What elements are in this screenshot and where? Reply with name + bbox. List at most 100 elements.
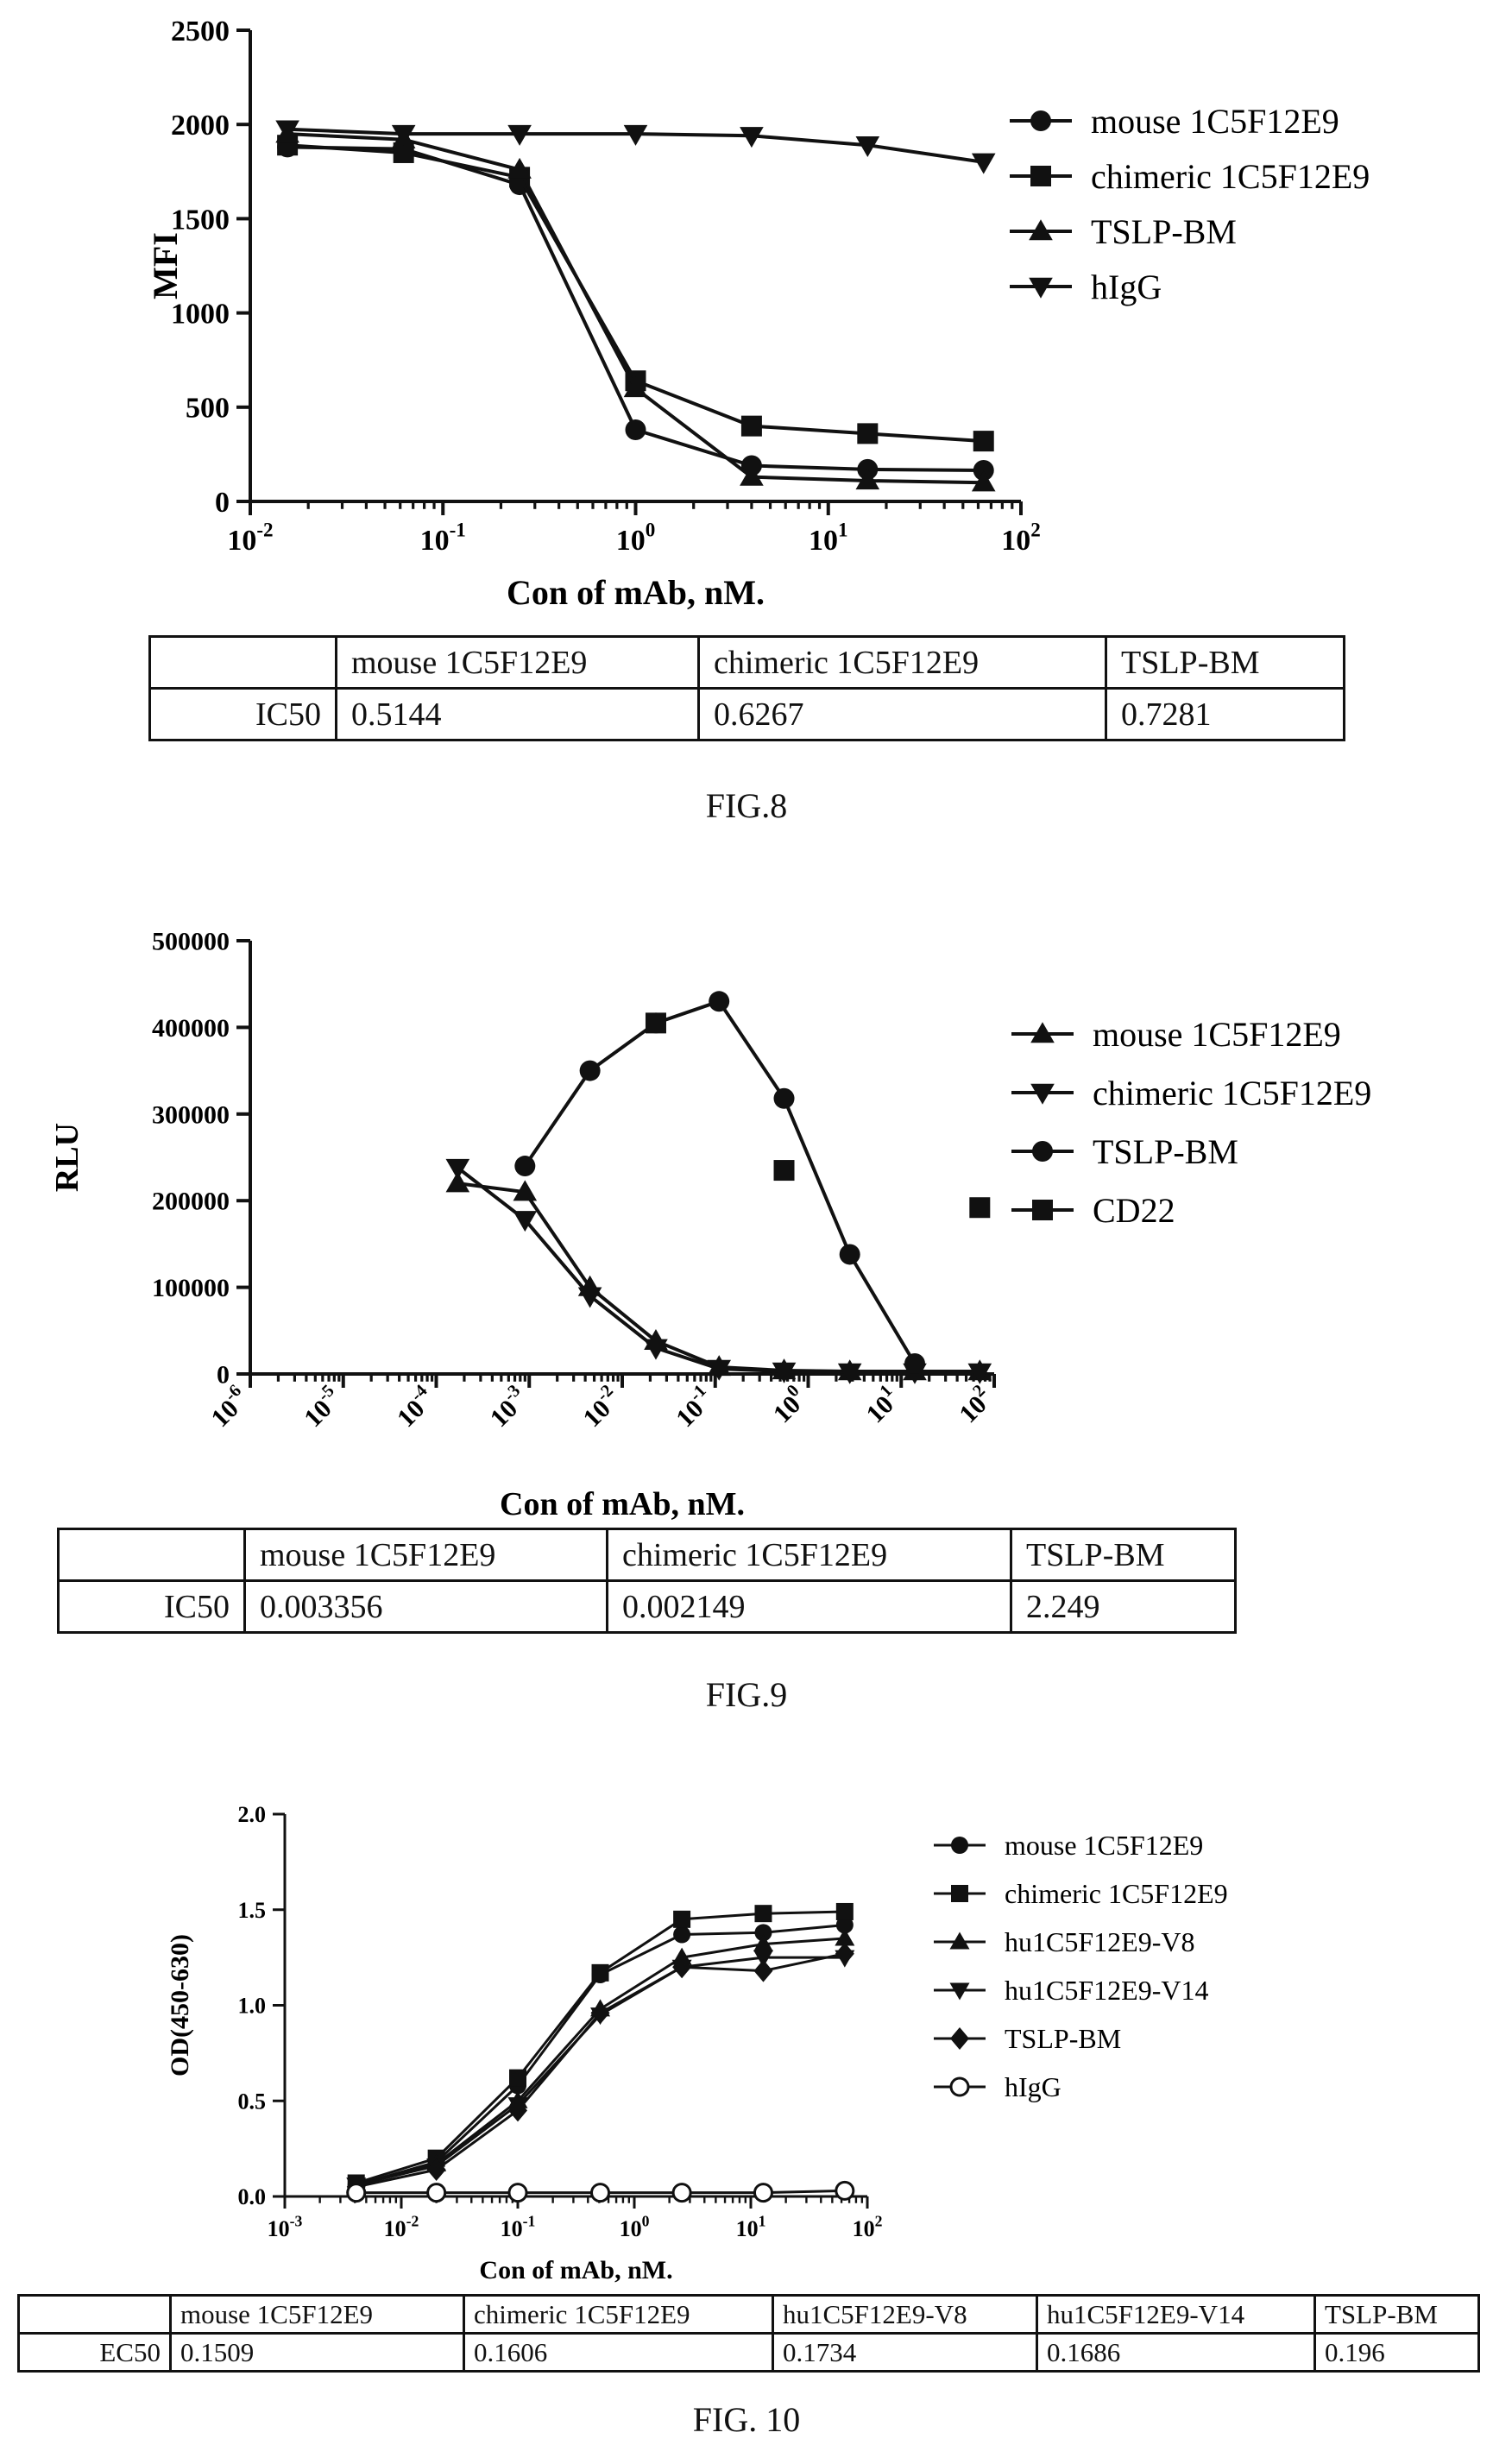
- data-point: [623, 124, 648, 146]
- data-point: [740, 464, 764, 486]
- data-point: [507, 124, 532, 146]
- data-point: [973, 431, 994, 452]
- fig10-chart: 0.0 0.5 1.0 1.5 2.0 10-3 10-2 10-1 100 101 102 Con …: [166, 1802, 1228, 2284]
- data-point: [754, 1924, 772, 1942]
- x-tick-label: 10-2: [575, 1381, 627, 1433]
- legend-item: chimeric 1C5F12E9: [934, 1878, 1228, 1909]
- legend-label: hIgG: [1091, 268, 1162, 306]
- x-tick-label: 102: [853, 2212, 883, 2241]
- x-axis-label: Con of mAb, nM.: [507, 573, 765, 612]
- legend-marker: [951, 1837, 968, 1854]
- figure-9: 0 100000 200000 300000 400000 500000 10-6 10-5 1…: [0, 906, 1493, 1743]
- fig9-caption: FIG.9: [705, 1675, 788, 1714]
- y-tick-label: 1500: [171, 204, 230, 236]
- legend-item: TSLP-BM: [934, 2023, 1121, 2054]
- x-axis-label: Con of mAb, nM.: [500, 1486, 745, 1522]
- x-tick-label: 10-2: [227, 520, 273, 557]
- x-tick-label: 101: [736, 2212, 766, 2241]
- data-point: [857, 423, 879, 444]
- data-point: [672, 1956, 692, 1979]
- x-tick-label: 100: [616, 520, 656, 557]
- legend-label: mouse 1C5F12E9: [1005, 1830, 1203, 1861]
- legend-label: hIgG: [1005, 2071, 1061, 2102]
- x-tick-label: 10-6: [203, 1381, 255, 1433]
- data-point: [673, 1910, 691, 1928]
- table-header-cell: hu1C5F12E9-V8: [772, 2294, 1038, 2335]
- data-point: [904, 1352, 925, 1374]
- table-cell: 0.5144: [335, 687, 700, 741]
- table-header-cell: mouse 1C5F12E9: [335, 635, 700, 690]
- data-point: [855, 136, 880, 158]
- data-point: [644, 1339, 668, 1360]
- data-point: [346, 2183, 367, 2203]
- table-row: EC50 0.1509 0.1606 0.1734 0.1686 0.196: [17, 2332, 1480, 2373]
- legend-marker: [949, 1982, 970, 2001]
- data-point: [753, 1959, 773, 1982]
- legend-item: hu1C5F12E9-V8: [934, 1926, 1194, 1957]
- fig8-ic50-table: mouse 1C5F12E9 chimeric 1C5F12E9 TSLP-BM…: [148, 635, 1345, 741]
- y-tick-label: 0: [215, 487, 230, 519]
- figure-10: 0.0 0.5 1.0 1.5 2.0 10-3 10-2 10-1 100 101 102 Con …: [0, 1778, 1493, 2464]
- y-tick-label: 0.0: [238, 2184, 267, 2209]
- table-header-cell: [57, 1528, 246, 1582]
- legend-label: mouse 1C5F12E9: [1093, 1015, 1341, 1054]
- table-header-cell: TSLP-BM: [1010, 1528, 1237, 1582]
- x-axis-label: Con of mAb, nM.: [479, 2256, 672, 2284]
- legend-label: chimeric 1C5F12E9: [1093, 1074, 1371, 1112]
- data-point: [772, 1362, 797, 1383]
- legend-item: hIgG: [934, 2071, 1061, 2102]
- legend-item: chimeric 1C5F12E9: [1011, 1074, 1371, 1112]
- data-point: [709, 991, 730, 1012]
- data-point: [740, 415, 762, 437]
- legend-label: mouse 1C5F12E9: [1091, 102, 1339, 141]
- data-point: [590, 2001, 610, 2025]
- legend-marker: [1032, 1200, 1053, 1220]
- data-point: [391, 124, 416, 146]
- data-point: [969, 1197, 991, 1219]
- series-line: [523, 999, 917, 1365]
- x-tick-label: 100: [765, 1381, 813, 1428]
- table-header-cell: chimeric 1C5F12E9: [697, 635, 1107, 690]
- table-cell: 2.249: [1010, 1579, 1237, 1634]
- legend-marker: [951, 1885, 968, 1902]
- series-mouse-1c5f12e9: [445, 1171, 992, 1381]
- legend-label: chimeric 1C5F12E9: [1005, 1878, 1228, 1909]
- y-tick-label: 1000: [171, 299, 230, 331]
- series-tslp-bm: [346, 1942, 854, 2198]
- x-tick-label: 10-2: [384, 2212, 419, 2241]
- y-tick-label: 500000: [152, 928, 230, 956]
- series-mouse-1c5f12e9: [277, 136, 994, 481]
- table-row: IC50 0.003356 0.002149 2.249: [57, 1579, 1237, 1634]
- legend-item: hu1C5F12E9-V14: [934, 1975, 1208, 2006]
- legend-marker: [1030, 166, 1051, 186]
- data-point: [971, 470, 996, 492]
- y-tick-label: 200000: [152, 1188, 230, 1216]
- data-point: [740, 127, 764, 148]
- data-point: [513, 1211, 538, 1232]
- y-tick-label: 2500: [171, 16, 230, 47]
- y-tick-label: 500: [186, 393, 230, 425]
- series-higg: [275, 120, 996, 174]
- data-point: [835, 1928, 855, 1946]
- data-point: [673, 1925, 691, 1944]
- series-tslp-bm: [514, 991, 925, 1374]
- legend-label: hu1C5F12E9-V8: [1005, 1926, 1194, 1957]
- data-point: [426, 2158, 446, 2181]
- data-point: [426, 2183, 447, 2203]
- data-point: [507, 2183, 528, 2203]
- data-point: [855, 469, 880, 490]
- table-row-label: IC50: [148, 687, 337, 741]
- legend-item: TSLP-BM: [1010, 212, 1237, 251]
- y-axis-label: OD(450-630): [166, 1934, 194, 2076]
- legend-item: mouse 1C5F12E9: [1011, 1015, 1341, 1054]
- data-point: [275, 120, 299, 142]
- legend-marker: [1032, 1141, 1053, 1162]
- data-point: [773, 1087, 795, 1109]
- table-header-row: mouse 1C5F12E9 chimeric 1C5F12E9 TSLP-BM: [57, 1528, 1237, 1582]
- series-higg: [346, 2180, 855, 2203]
- x-tick-label: 101: [858, 1381, 905, 1428]
- data-point: [839, 1244, 860, 1265]
- legend-label: hu1C5F12E9-V14: [1005, 1975, 1208, 2006]
- legend-marker: [950, 2027, 969, 2050]
- data-point: [967, 1363, 992, 1384]
